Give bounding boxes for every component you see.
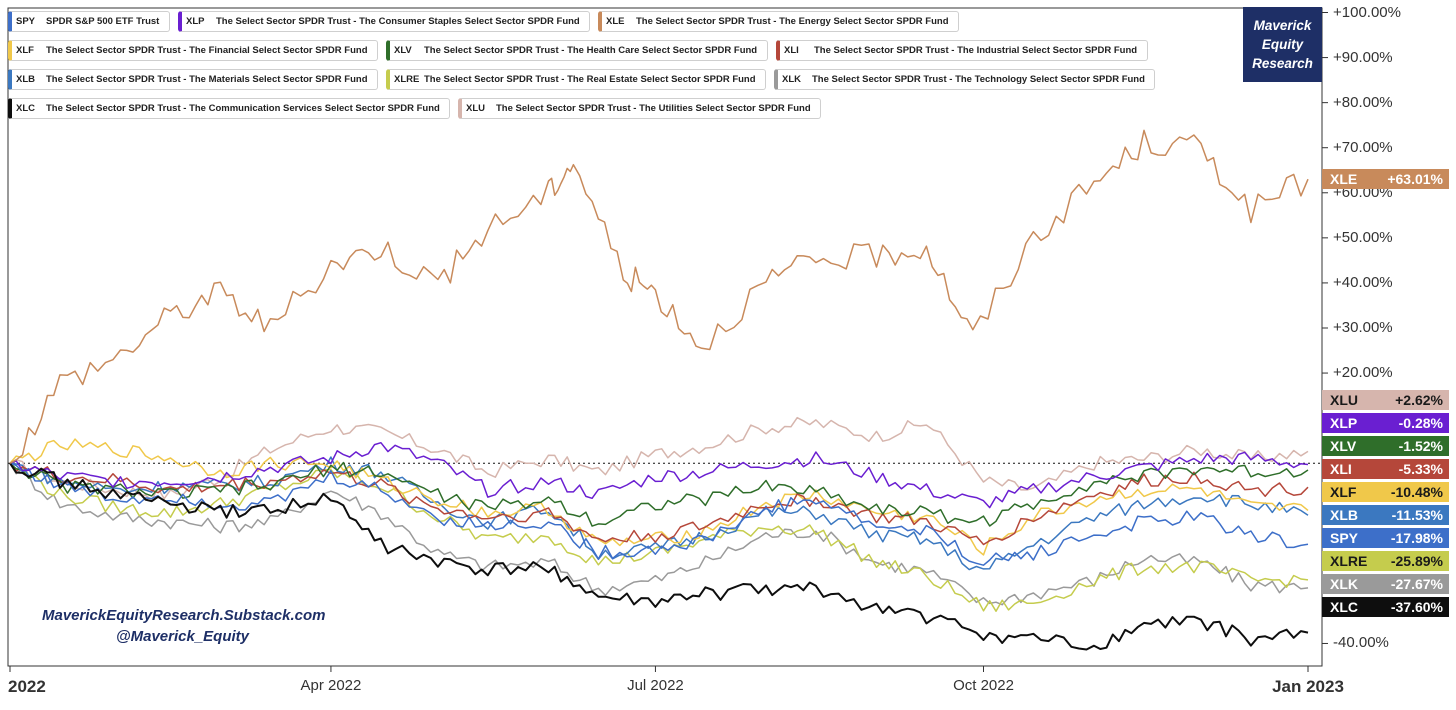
legend-symbol: XLV (394, 45, 412, 56)
end-label-xlp: XLP -0.28% (1322, 413, 1449, 433)
end-label-value: -17.98% (1390, 530, 1443, 546)
x-axis-ticks (9, 666, 1309, 672)
brand-line-1: Maverick (1253, 18, 1312, 33)
series-line-xlp (9, 441, 1309, 509)
end-label-xlb: XLB -11.53% (1322, 505, 1449, 525)
series-line-xli (9, 462, 1309, 546)
legend-item-xle: XLE The Select Sector SPDR Trust - The En… (598, 11, 959, 32)
end-label-symbol: XLE (1330, 171, 1358, 188)
end-label-xlk: XLK -27.67% (1322, 574, 1449, 594)
legend-item-spy: SPY SPDR S&P 500 ETF Trust (8, 11, 170, 32)
y-tick-label: +40.00% (1333, 273, 1393, 291)
end-label-value: -5.33% (1398, 461, 1443, 477)
end-label-symbol: XLK (1330, 576, 1358, 592)
y-tick-label: +80.00% (1333, 93, 1393, 111)
end-label-value: -10.48% (1390, 484, 1443, 500)
y-tick-label: +100.00% (1333, 3, 1401, 21)
y-tick-label: +30.00% (1333, 318, 1393, 336)
end-label-value: -1.52% (1398, 438, 1443, 454)
legend-symbol: XLB (16, 74, 35, 85)
series-line-xlv (9, 461, 1309, 527)
end-label-symbol: XLI (1330, 461, 1352, 477)
series-layer (9, 129, 1309, 651)
legend-symbol: XLU (466, 103, 485, 114)
y-axis-ticks (1322, 12, 1328, 644)
legend-item-xlu: XLU The Select Sector SPDR Trust - The Ut… (458, 98, 821, 119)
legend-full-name: The Select Sector SPDR Trust - The Energ… (636, 16, 949, 27)
end-label-xlv: XLV -1.52% (1322, 436, 1449, 456)
watermark-handle: @Maverick_Equity (116, 628, 250, 645)
legend-symbol: XLE (606, 16, 625, 27)
end-label-xlf: XLF -10.48% (1322, 482, 1449, 502)
series-line-xlk (9, 462, 1309, 606)
x-tick-label: 2022 (8, 677, 46, 696)
legend-symbol: XLP (186, 16, 205, 27)
legend-symbol: XLF (16, 45, 34, 56)
end-label-value: +2.62% (1395, 392, 1443, 408)
series-line-xlc (9, 462, 1309, 651)
y-tick-label: +70.00% (1333, 138, 1393, 156)
brand-line-3: Research (1252, 56, 1313, 71)
end-label-spy: SPY -17.98% (1322, 528, 1449, 548)
legend-full-name: The Select Sector SPDR Trust - The Consu… (216, 16, 580, 27)
legend-symbol: XLC (16, 103, 35, 114)
y-tick-label: +20.00% (1333, 364, 1393, 382)
legend-item-xlv: XLV The Select Sector SPDR Trust - The He… (386, 40, 768, 61)
legend-item-xlb: XLB The Select Sector SPDR Trust - The Ma… (8, 69, 378, 90)
legend-item-xlc: XLC The Select Sector SPDR Trust - The Co… (8, 98, 450, 119)
legend-item-xlp: XLP The Select Sector SPDR Trust - The Co… (178, 11, 590, 32)
y-tick-label: +50.00% (1333, 228, 1393, 246)
end-label-xlre: XLRE -25.89% (1322, 551, 1449, 571)
legend-full-name: The Select Sector SPDR Trust - The Mater… (46, 74, 368, 85)
x-tick-label: Jul 2022 (627, 677, 684, 694)
y-tick-label: -40.00% (1333, 634, 1389, 652)
end-label-value: -11.53% (1391, 507, 1443, 523)
legend-full-name: The Select Sector SPDR Trust - The Utili… (496, 103, 811, 114)
legend-symbol: SPY (16, 16, 36, 27)
end-label-symbol: XLV (1330, 438, 1357, 454)
watermark-url: MaverickEquityResearch.Substack.com (42, 607, 326, 624)
legend-symbol: XLK (782, 74, 801, 85)
end-label-value: +63.01% (1387, 171, 1443, 188)
legend-full-name: The Select Sector SPDR Trust - The Finan… (46, 45, 368, 56)
end-label-symbol: XLF (1330, 484, 1357, 500)
end-label-value: -27.67% (1390, 576, 1443, 592)
end-label-symbol: XLB (1330, 507, 1358, 523)
end-label-xle: XLE +63.01% (1322, 169, 1449, 190)
legend-item-xli: XLI The Select Sector SPDR Trust - The In… (776, 40, 1148, 61)
legend-symbol: XLI (784, 45, 799, 56)
x-tick-label: Jan 2023 (1272, 677, 1344, 696)
end-label-xli: XLI -5.33% (1322, 459, 1449, 479)
end-label-symbol: XLRE (1330, 553, 1368, 569)
end-label-value: -37.60% (1390, 599, 1443, 615)
series-line-xlre (9, 462, 1309, 612)
legend-full-name: SPDR S&P 500 ETF Trust (46, 16, 160, 27)
legend-full-name: The Select Sector SPDR Trust - The Real … (424, 74, 756, 85)
end-label-symbol: XLP (1330, 415, 1358, 431)
end-label-symbol: SPY (1330, 530, 1359, 546)
series-line-xlf (9, 438, 1309, 556)
legend-full-name: The Select Sector SPDR Trust - The Techn… (812, 74, 1145, 85)
legend-full-name: The Select Sector SPDR Trust - The Indus… (814, 45, 1138, 56)
x-tick-label: Oct 2022 (953, 677, 1014, 694)
legend-item-xlk: XLK The Select Sector SPDR Trust - The Te… (774, 69, 1155, 90)
legend-full-name: The Select Sector SPDR Trust - The Commu… (46, 103, 440, 114)
brand-line-2: Equity (1261, 37, 1304, 52)
end-label-value: -0.28% (1398, 415, 1443, 431)
end-label-xlc: XLC -37.60% (1322, 597, 1449, 617)
legend-item-xlf: XLF The Select Sector SPDR Trust - The Fi… (8, 40, 378, 61)
legend-full-name: The Select Sector SPDR Trust - The Healt… (424, 45, 758, 56)
x-tick-label: Apr 2022 (300, 677, 362, 694)
end-label-symbol: XLU (1330, 392, 1358, 408)
end-label-symbol: XLC (1330, 599, 1358, 615)
legend-item-xlre: XLRE The Select Sector SPDR Trust - The R… (386, 69, 766, 90)
y-tick-label: +90.00% (1333, 48, 1393, 66)
brand-logo: Maverick Equity Research (1243, 7, 1322, 82)
series-line-xle (9, 129, 1309, 464)
end-label-value: -25.89% (1390, 553, 1443, 569)
end-label-xlu: XLU +2.62% (1322, 390, 1449, 410)
legend-symbol: XLRE (394, 74, 420, 85)
